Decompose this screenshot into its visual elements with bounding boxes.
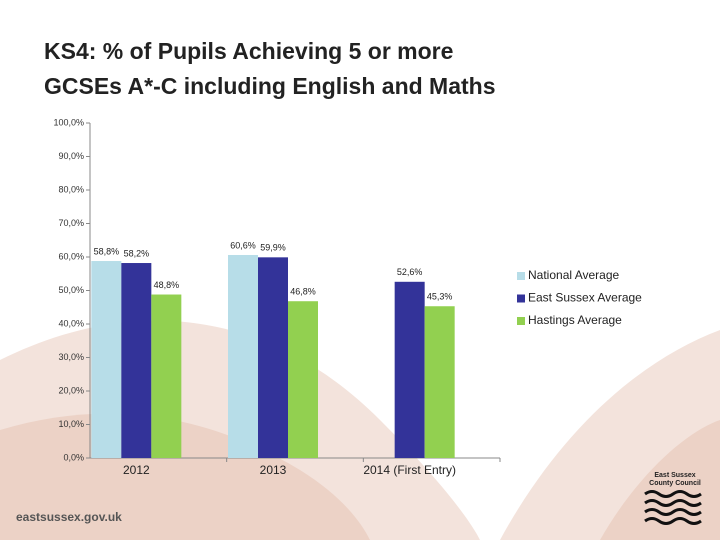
data-label: 60,6% [230, 240, 256, 250]
y-tick-label: 10,0% [58, 419, 84, 429]
data-label: 45,3% [427, 292, 453, 302]
bar [151, 294, 182, 458]
data-label: 58,8% [94, 246, 120, 256]
bar [288, 301, 318, 458]
legend-label: East Sussex Average [528, 291, 642, 305]
legend-swatch [517, 294, 525, 303]
footer-url: eastsussex.gov.uk [16, 510, 122, 524]
logo: East Sussex County Council [640, 472, 710, 488]
y-tick-label: 40,0% [58, 318, 84, 328]
legend-swatch [517, 317, 525, 325]
legend-label: National Average [528, 268, 620, 282]
bar [91, 261, 122, 458]
chart-title: KS4: % of Pupils Achieving 5 or more GCS… [44, 38, 496, 99]
bar [121, 263, 152, 458]
y-tick-label: 20,0% [58, 385, 84, 395]
y-tick-label: 50,0% [58, 285, 84, 295]
logo-text: East Sussex [654, 472, 696, 479]
y-tick-label: 100,0% [53, 117, 84, 127]
bg-shape [600, 420, 720, 540]
bar [228, 254, 258, 458]
y-tick-label: 60,0% [58, 251, 84, 261]
y-tick-label: 90,0% [58, 151, 84, 161]
data-label: 46,8% [290, 287, 316, 297]
bar [258, 257, 288, 458]
legend-label: Hastings Average [528, 313, 622, 327]
legend-swatch [517, 272, 525, 280]
x-tick-label: 2014 (First Entry) [363, 463, 456, 477]
y-tick-label: 0,0% [63, 452, 84, 462]
data-label: 58,2% [124, 248, 150, 258]
data-label: 52,6% [397, 267, 423, 277]
y-tick-label: 30,0% [58, 352, 84, 362]
bar [394, 281, 425, 458]
logo-waves [644, 490, 702, 525]
bar [424, 306, 455, 458]
x-tick-label: 2012 [123, 463, 150, 477]
data-label: 48,8% [154, 280, 180, 290]
y-tick-label: 80,0% [58, 184, 84, 194]
data-label: 59,9% [260, 243, 286, 253]
logo-text: County Council [649, 480, 701, 487]
x-tick-label: 2013 [260, 463, 287, 477]
y-tick-label: 70,0% [58, 218, 84, 228]
